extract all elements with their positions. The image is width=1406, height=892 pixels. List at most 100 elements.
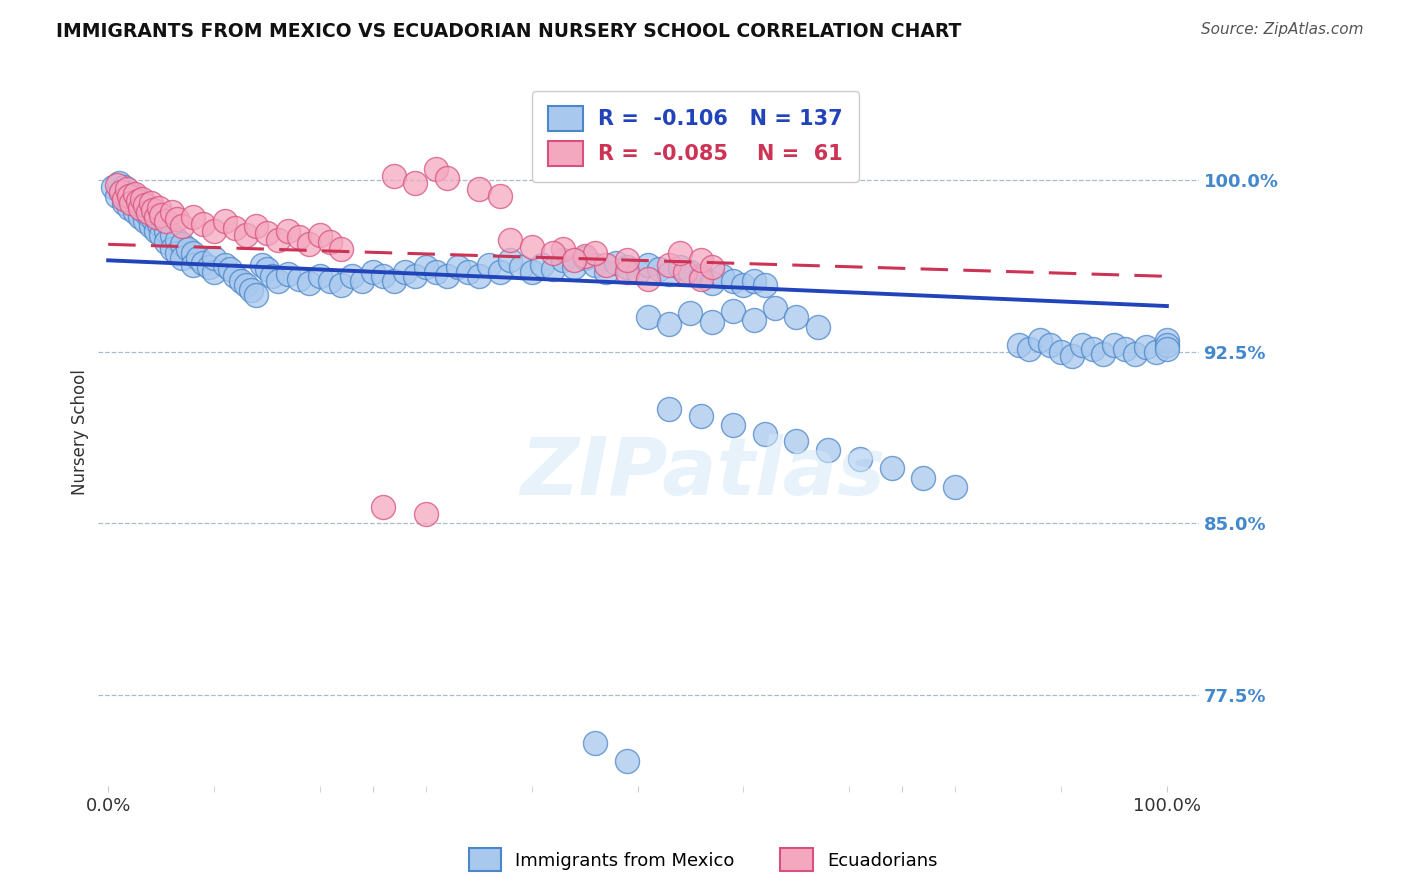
Point [1123,347,1146,361]
Point [647,262,669,277]
Point [690,253,713,268]
Point [583,736,606,750]
Point [415,507,437,521]
Point [127,198,149,212]
Point [1092,347,1115,361]
Point [669,246,692,260]
Point [160,228,183,243]
Point [287,230,309,244]
Point [250,258,273,272]
Point [139,202,162,217]
Point [673,265,696,279]
Point [105,178,128,192]
Point [229,274,252,288]
Point [172,237,194,252]
Point [155,214,177,228]
Point [1081,343,1104,357]
Point [235,278,257,293]
Point [616,265,638,279]
Point [155,235,177,249]
Point [160,242,183,256]
Point [266,274,288,288]
Point [361,265,384,279]
Point [124,205,146,219]
Point [219,262,242,277]
Point [690,269,713,284]
Point [142,202,165,217]
Point [131,192,153,206]
Point [172,219,194,233]
Point [214,258,236,272]
Point [138,208,160,222]
Point [115,182,138,196]
Point [763,301,786,316]
Point [541,262,564,277]
Point [520,265,543,279]
Point [120,194,142,208]
Point [700,260,723,275]
Point [880,461,903,475]
Point [436,269,458,284]
Point [145,208,167,222]
Point [202,251,225,265]
Point [1050,344,1073,359]
Point [436,171,458,186]
Point [711,269,734,284]
Point [150,212,173,227]
Point [478,258,501,272]
Point [197,260,219,275]
Point [912,470,935,484]
Point [181,258,204,272]
Point [1156,343,1178,357]
Point [166,233,188,247]
Point [172,251,194,265]
Point [658,401,681,416]
Point [721,274,744,288]
Point [574,251,596,265]
Point [637,271,659,285]
Point [510,260,533,275]
Point [489,265,512,279]
Point [806,319,828,334]
Point [679,306,702,320]
Point [112,192,135,206]
Point [446,260,468,275]
Point [256,226,278,240]
Point [382,169,405,183]
Point [700,315,723,329]
Point [943,480,966,494]
Point [107,176,129,190]
Point [1156,338,1178,352]
Point [574,249,596,263]
Point [742,274,765,288]
Point [425,265,447,279]
Point [262,269,284,284]
Point [425,161,447,176]
Point [382,274,405,288]
Point [309,228,332,243]
Point [1102,338,1125,352]
Point [139,219,162,233]
Point [118,201,141,215]
Point [1060,349,1083,363]
Point [721,417,744,432]
Point [553,253,575,268]
Point [742,312,765,326]
Point [404,269,426,284]
Point [658,267,681,281]
Point [287,271,309,285]
Point [160,205,183,219]
Point [166,246,188,260]
Point [150,228,173,243]
Point [658,318,681,332]
Point [616,754,638,768]
Point [1008,338,1031,352]
Point [145,210,167,224]
Point [595,258,617,272]
Point [637,310,659,325]
Point [129,194,152,208]
Point [245,219,267,233]
Point [319,274,342,288]
Point [240,283,263,297]
Point [134,198,156,212]
